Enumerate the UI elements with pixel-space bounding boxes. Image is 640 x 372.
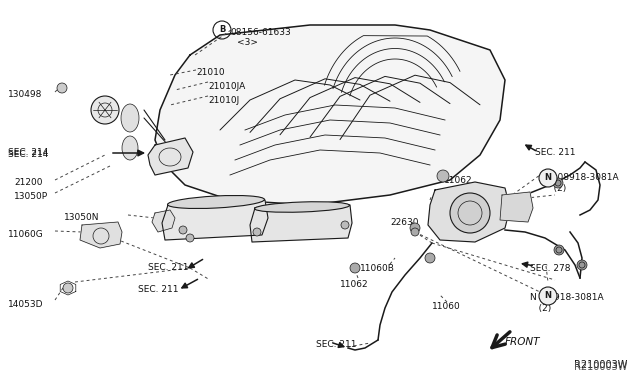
Text: 13050N: 13050N (64, 213, 99, 222)
Text: N: N (545, 292, 552, 301)
Text: 11060: 11060 (432, 302, 461, 311)
Text: SEC. 278: SEC. 278 (530, 264, 570, 273)
Circle shape (553, 178, 563, 188)
Text: 11062: 11062 (340, 280, 369, 289)
Ellipse shape (168, 196, 264, 209)
Polygon shape (152, 210, 175, 232)
Text: 08156-61633: 08156-61633 (230, 28, 291, 37)
Text: 14053D: 14053D (8, 300, 44, 309)
Circle shape (350, 263, 360, 273)
Text: N: N (545, 173, 552, 183)
Circle shape (539, 287, 557, 305)
Text: FRONT: FRONT (505, 337, 541, 347)
Circle shape (57, 83, 67, 93)
Polygon shape (162, 200, 268, 240)
Circle shape (179, 226, 187, 234)
Circle shape (539, 169, 557, 187)
Text: <3>: <3> (237, 38, 258, 47)
Text: 11060B: 11060B (360, 264, 395, 273)
Polygon shape (80, 222, 122, 248)
Ellipse shape (122, 136, 138, 160)
Ellipse shape (255, 202, 349, 212)
Text: R210003W: R210003W (574, 360, 627, 370)
Circle shape (91, 96, 119, 124)
Text: 21010JA: 21010JA (208, 82, 245, 91)
Polygon shape (500, 192, 533, 222)
Text: SEC. 211: SEC. 211 (138, 285, 179, 294)
Circle shape (341, 221, 349, 229)
Circle shape (450, 193, 490, 233)
Circle shape (554, 245, 564, 255)
Polygon shape (428, 182, 510, 242)
Text: 11060B: 11060B (430, 200, 465, 209)
Circle shape (63, 283, 73, 293)
Text: SEC. 211: SEC. 211 (535, 148, 575, 157)
Text: 22630: 22630 (390, 218, 419, 227)
Circle shape (425, 253, 435, 263)
Text: (2): (2) (530, 304, 551, 313)
Text: SEC. 214: SEC. 214 (8, 148, 49, 157)
Text: 11060G: 11060G (8, 230, 44, 239)
Text: 21200: 21200 (14, 178, 42, 187)
Text: (2): (2) (545, 184, 566, 193)
Text: SEC. 214: SEC. 214 (8, 150, 49, 159)
Circle shape (411, 228, 419, 236)
Circle shape (437, 170, 449, 182)
Text: SEC. 211: SEC. 211 (316, 340, 356, 349)
Text: N  08918-3081A: N 08918-3081A (545, 173, 619, 182)
Text: 11062: 11062 (444, 176, 472, 185)
Polygon shape (148, 138, 193, 175)
Text: R210003W: R210003W (574, 362, 627, 372)
Circle shape (410, 223, 420, 233)
Text: 130498: 130498 (8, 90, 42, 99)
Text: SEC. 211: SEC. 211 (148, 263, 189, 272)
Text: 21010: 21010 (196, 68, 225, 77)
Polygon shape (250, 205, 352, 242)
Text: N  08918-3081A: N 08918-3081A (530, 293, 604, 302)
Circle shape (577, 260, 587, 270)
Ellipse shape (121, 104, 139, 132)
Circle shape (253, 228, 261, 236)
Text: 13050P: 13050P (14, 192, 48, 201)
Circle shape (186, 234, 194, 242)
Text: B: B (219, 26, 225, 35)
Polygon shape (155, 25, 505, 205)
Text: 21010J: 21010J (208, 96, 239, 105)
